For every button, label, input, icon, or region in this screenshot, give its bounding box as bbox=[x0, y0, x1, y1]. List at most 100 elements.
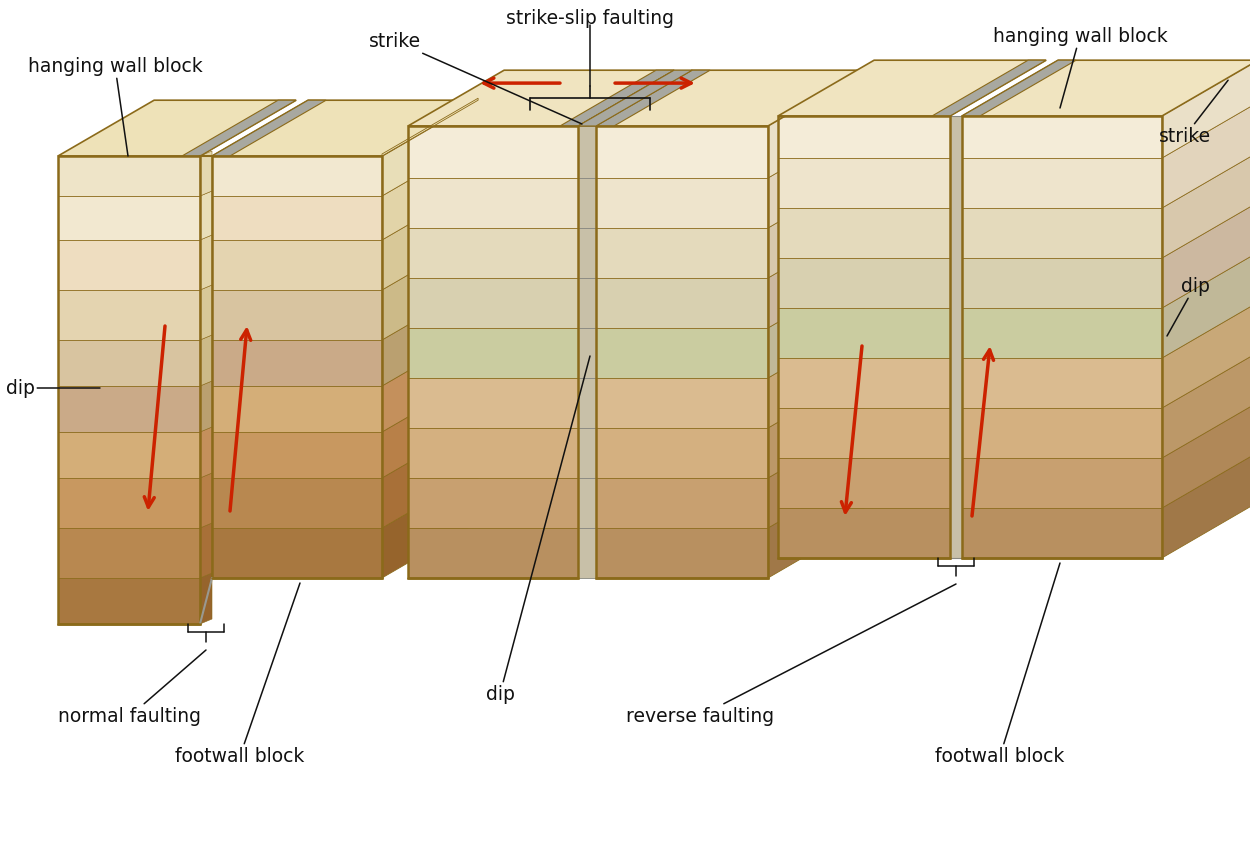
Polygon shape bbox=[596, 528, 768, 578]
Polygon shape bbox=[213, 478, 382, 528]
Polygon shape bbox=[578, 528, 596, 578]
Polygon shape bbox=[408, 178, 578, 228]
Polygon shape bbox=[213, 290, 382, 340]
Polygon shape bbox=[768, 422, 864, 528]
Polygon shape bbox=[408, 328, 578, 378]
Polygon shape bbox=[58, 156, 200, 196]
Polygon shape bbox=[1162, 352, 1250, 458]
Polygon shape bbox=[778, 408, 950, 458]
Polygon shape bbox=[768, 272, 864, 378]
Polygon shape bbox=[213, 100, 478, 156]
Polygon shape bbox=[578, 70, 692, 126]
Text: hanging wall block: hanging wall block bbox=[992, 27, 1168, 108]
Polygon shape bbox=[596, 378, 768, 428]
Polygon shape bbox=[596, 428, 768, 478]
Polygon shape bbox=[408, 428, 578, 478]
Polygon shape bbox=[200, 473, 212, 528]
Text: dip: dip bbox=[485, 356, 590, 704]
Text: dip: dip bbox=[1168, 276, 1210, 336]
Polygon shape bbox=[200, 427, 212, 478]
Polygon shape bbox=[778, 208, 950, 258]
Polygon shape bbox=[578, 278, 596, 328]
Polygon shape bbox=[213, 386, 382, 432]
Polygon shape bbox=[596, 70, 710, 126]
Polygon shape bbox=[950, 116, 962, 558]
Text: dip: dip bbox=[5, 378, 100, 397]
Polygon shape bbox=[962, 308, 1162, 358]
Polygon shape bbox=[200, 285, 212, 340]
Polygon shape bbox=[382, 284, 478, 386]
Polygon shape bbox=[596, 178, 768, 228]
Text: strike-slip faulting: strike-slip faulting bbox=[506, 9, 674, 27]
Polygon shape bbox=[58, 100, 296, 156]
Polygon shape bbox=[778, 358, 950, 408]
Polygon shape bbox=[382, 473, 478, 578]
Text: footwall block: footwall block bbox=[935, 563, 1065, 765]
Polygon shape bbox=[932, 60, 1046, 116]
Polygon shape bbox=[382, 98, 478, 156]
Polygon shape bbox=[778, 308, 950, 358]
Polygon shape bbox=[200, 573, 212, 624]
Text: strike: strike bbox=[1159, 80, 1228, 146]
Polygon shape bbox=[596, 278, 768, 328]
Polygon shape bbox=[213, 156, 382, 196]
Polygon shape bbox=[962, 208, 1162, 258]
Polygon shape bbox=[1162, 253, 1250, 358]
Polygon shape bbox=[58, 432, 200, 478]
Polygon shape bbox=[578, 70, 692, 126]
Polygon shape bbox=[200, 191, 212, 240]
Polygon shape bbox=[578, 328, 596, 378]
Polygon shape bbox=[408, 528, 578, 578]
Polygon shape bbox=[1162, 202, 1250, 308]
Polygon shape bbox=[200, 235, 212, 290]
Polygon shape bbox=[382, 330, 478, 432]
Polygon shape bbox=[382, 184, 478, 290]
Polygon shape bbox=[58, 478, 200, 528]
Polygon shape bbox=[58, 528, 200, 578]
Polygon shape bbox=[778, 458, 950, 508]
Text: normal faulting: normal faulting bbox=[59, 650, 206, 726]
Polygon shape bbox=[58, 290, 200, 340]
Polygon shape bbox=[1162, 402, 1250, 508]
Polygon shape bbox=[200, 156, 212, 624]
Polygon shape bbox=[408, 478, 578, 528]
Polygon shape bbox=[1162, 152, 1250, 258]
Polygon shape bbox=[778, 258, 950, 308]
Polygon shape bbox=[596, 70, 864, 126]
Polygon shape bbox=[778, 60, 1046, 116]
Polygon shape bbox=[408, 228, 578, 278]
Polygon shape bbox=[768, 70, 864, 178]
Polygon shape bbox=[382, 100, 478, 196]
Polygon shape bbox=[213, 240, 382, 290]
Polygon shape bbox=[962, 60, 1250, 116]
Polygon shape bbox=[182, 100, 296, 156]
Polygon shape bbox=[768, 473, 864, 578]
Polygon shape bbox=[1162, 452, 1250, 558]
Polygon shape bbox=[200, 381, 212, 432]
Polygon shape bbox=[778, 508, 950, 558]
Text: strike: strike bbox=[369, 32, 582, 124]
Polygon shape bbox=[58, 386, 200, 432]
Polygon shape bbox=[1162, 102, 1250, 208]
Polygon shape bbox=[778, 116, 950, 158]
Polygon shape bbox=[382, 376, 478, 478]
Polygon shape bbox=[408, 278, 578, 328]
Polygon shape bbox=[382, 235, 478, 340]
Polygon shape bbox=[768, 322, 864, 428]
Polygon shape bbox=[596, 228, 768, 278]
Polygon shape bbox=[962, 60, 1076, 116]
Polygon shape bbox=[58, 196, 200, 240]
Polygon shape bbox=[962, 408, 1162, 458]
Polygon shape bbox=[1162, 302, 1250, 408]
Text: reverse faulting: reverse faulting bbox=[626, 584, 956, 726]
Polygon shape bbox=[768, 172, 864, 278]
Polygon shape bbox=[213, 340, 382, 386]
Polygon shape bbox=[578, 228, 596, 278]
Polygon shape bbox=[768, 372, 864, 478]
Polygon shape bbox=[58, 240, 200, 290]
Polygon shape bbox=[962, 458, 1162, 508]
Polygon shape bbox=[578, 428, 596, 478]
Polygon shape bbox=[596, 478, 768, 528]
Polygon shape bbox=[578, 178, 596, 228]
Polygon shape bbox=[200, 523, 212, 578]
